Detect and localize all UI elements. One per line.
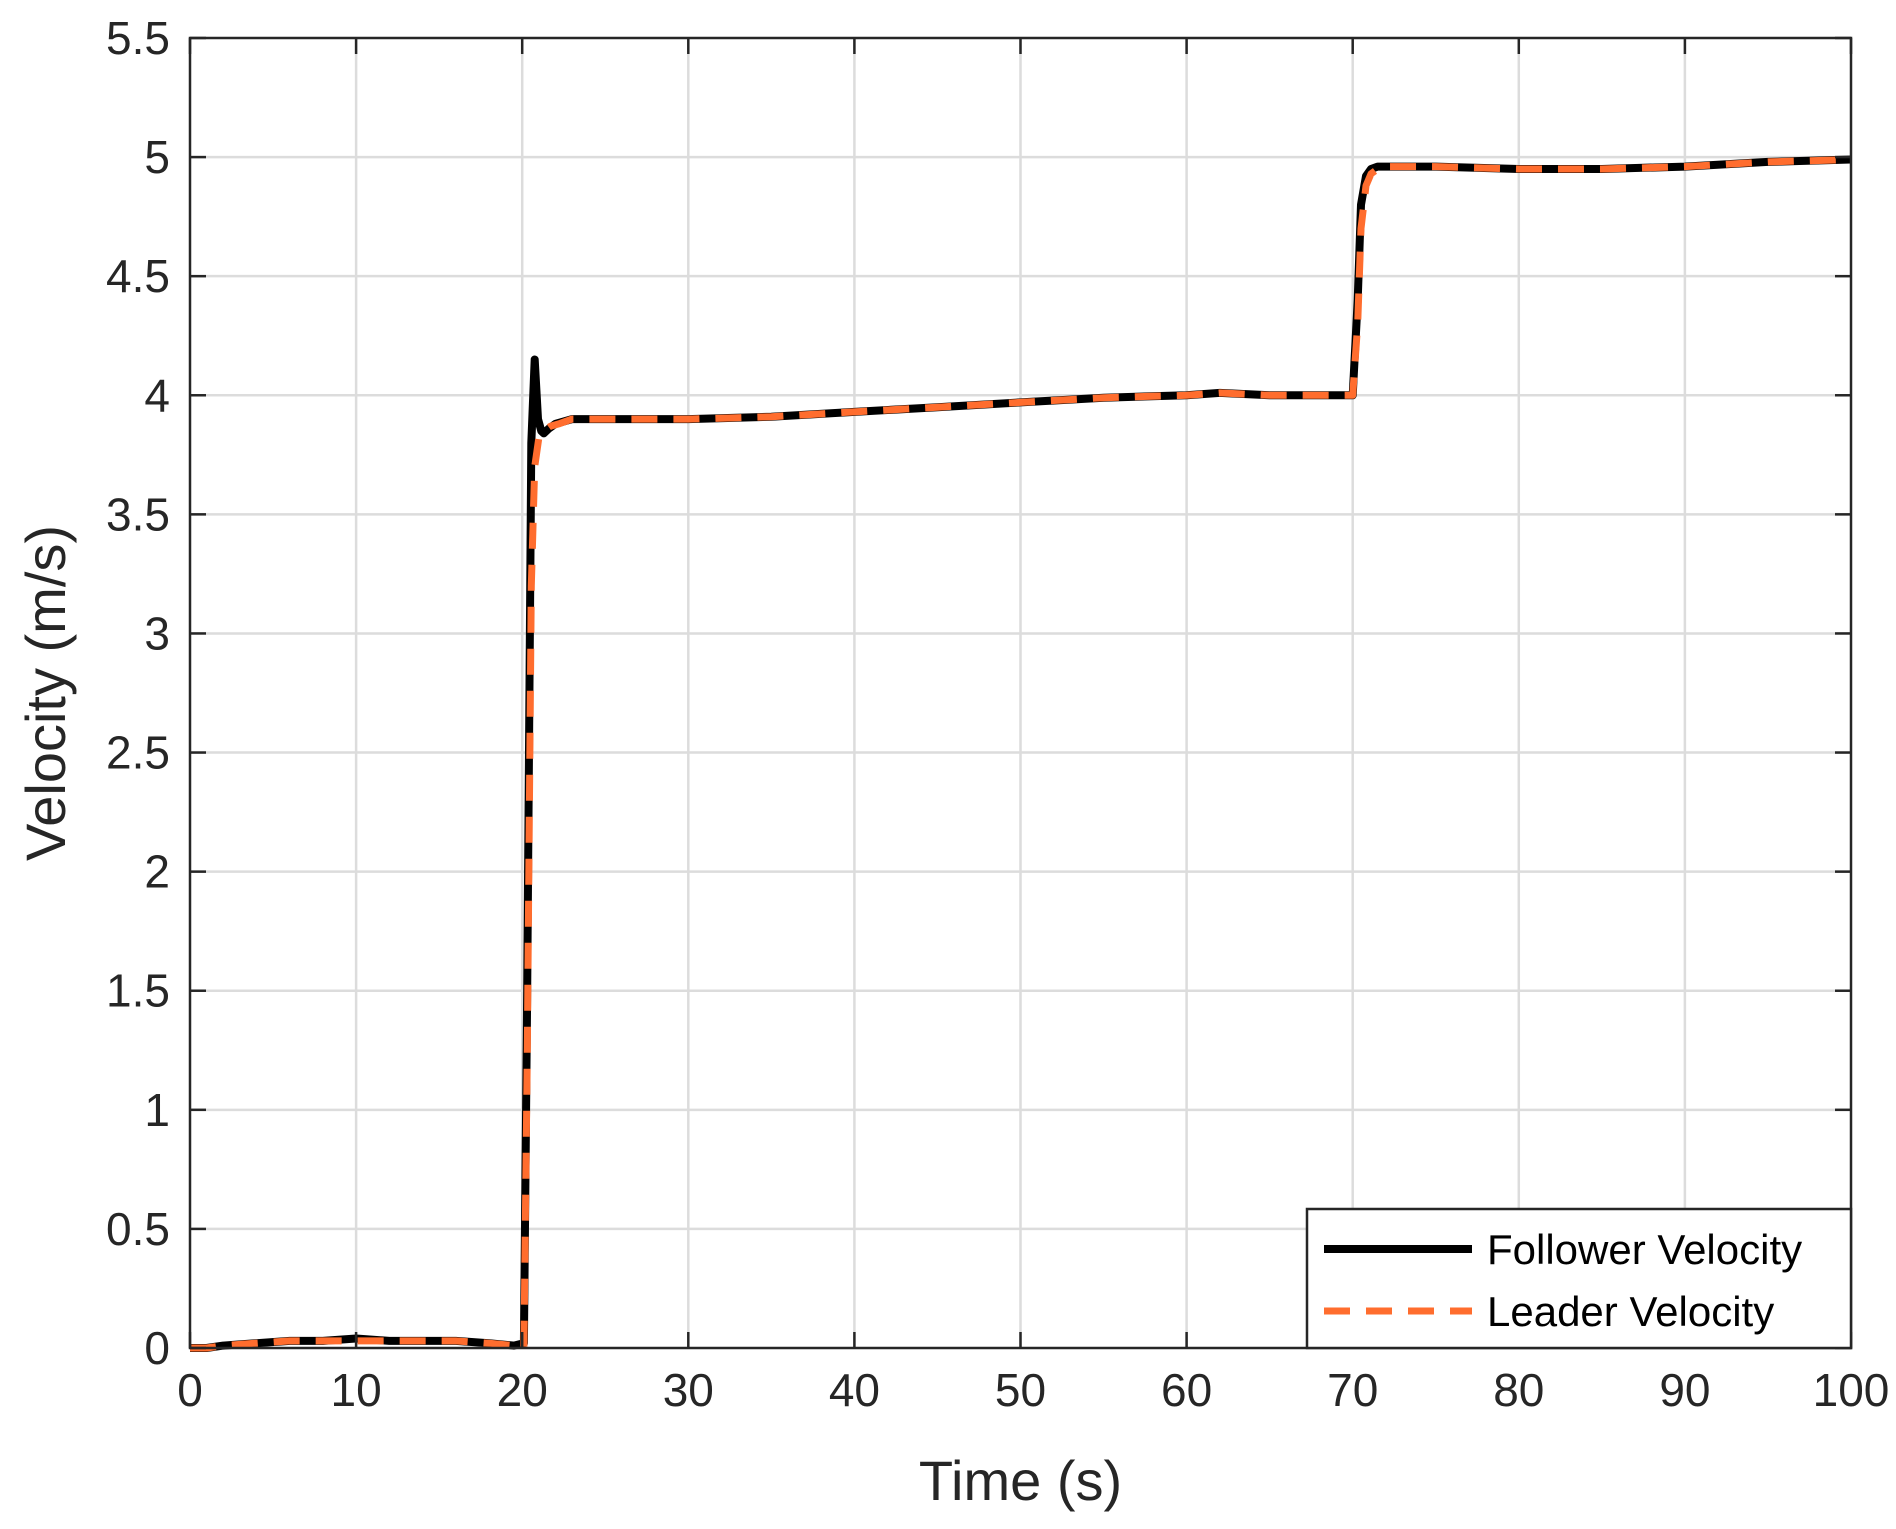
- x-tick-label: 20: [497, 1364, 548, 1416]
- y-tick-label: 0: [144, 1322, 170, 1374]
- y-tick-label: 1.5: [106, 965, 170, 1017]
- y-tick-label: 4: [144, 369, 170, 421]
- x-tick-label: 90: [1659, 1364, 1710, 1416]
- x-tick-label: 40: [829, 1364, 880, 1416]
- y-tick-label: 3: [144, 607, 170, 659]
- x-tick-labels: 0 10 20 30 40 50 60 70 80 90 100: [177, 1364, 1889, 1416]
- x-tick-label: 0: [177, 1364, 203, 1416]
- y-tick-label: 4.5: [106, 250, 170, 302]
- legend-label: Leader Velocity: [1487, 1288, 1774, 1335]
- y-tick-label: 0.5: [106, 1203, 170, 1255]
- grid-lines: [190, 38, 1851, 1348]
- x-axis-title: Time (s): [919, 1449, 1122, 1512]
- series-group: [190, 155, 1852, 1352]
- y-tick-label: 3.5: [106, 488, 170, 540]
- x-tick-label: 80: [1493, 1364, 1544, 1416]
- y-tick-labels: 0 0.5 1 1.5 2 2.5 3 3.5 4 4.5 5 5.5: [106, 12, 170, 1374]
- y-tick-label: 2.5: [106, 727, 170, 779]
- y-tick-label: 5.5: [106, 12, 170, 64]
- x-tick-label: 70: [1327, 1364, 1378, 1416]
- legend: Follower Velocity Leader Velocity: [1305, 1207, 1853, 1350]
- y-tick-label: 1: [144, 1084, 170, 1136]
- x-tick-label: 10: [331, 1364, 382, 1416]
- x-tick-label: 100: [1813, 1364, 1890, 1416]
- legend-label: Follower Velocity: [1487, 1226, 1802, 1273]
- y-axis-title: Velocity (m/s): [14, 525, 77, 861]
- y-tick-label: 2: [144, 846, 170, 898]
- y-tick-label: 5: [144, 131, 170, 183]
- x-tick-label: 60: [1161, 1364, 1212, 1416]
- x-tick-label: 50: [995, 1364, 1046, 1416]
- x-tick-label: 30: [663, 1364, 714, 1416]
- series-line-leader-velocity: [190, 156, 1852, 1352]
- legend-box: [1305, 1207, 1853, 1350]
